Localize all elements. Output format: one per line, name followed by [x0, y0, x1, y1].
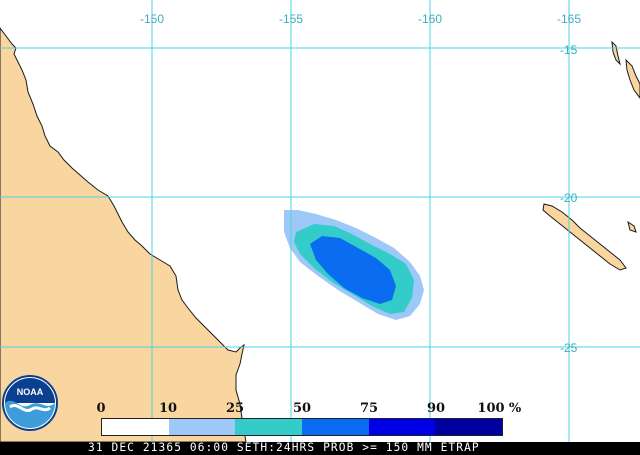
noaa-logo-text: NOAA	[17, 387, 44, 397]
legend-tick: 50	[292, 401, 312, 416]
footer-caption: 31 DEC 21365 06:00 SETH:24HRS PROB >= 15…	[88, 441, 480, 454]
loyalty-island	[627, 220, 637, 233]
longitude-label: -165	[556, 12, 582, 26]
longitude-label: -155	[278, 12, 304, 26]
longitude-label: -160	[417, 12, 443, 26]
legend-tick: 10	[158, 401, 178, 416]
australia-landmass	[0, 27, 247, 443]
legend-tick: 75	[359, 401, 379, 416]
latitude-label: -25	[560, 341, 578, 355]
legend-tick: 25	[225, 401, 245, 416]
longitude-label: -150	[139, 12, 165, 26]
legend-tick-labels: 0 10 25 50 75 90 100 %	[0, 401, 640, 417]
prob-area-50-75	[310, 236, 396, 304]
legend-swatch	[235, 419, 302, 435]
noaa-logo: NOAA	[2, 375, 58, 431]
legend-swatch	[168, 419, 236, 435]
legend-swatch	[102, 419, 169, 435]
legend-tick: 100	[477, 401, 505, 416]
legend-swatch	[368, 419, 436, 435]
latitude-label: -20	[560, 191, 578, 205]
legend-unit: %	[508, 401, 522, 416]
graticule	[0, 0, 640, 442]
legend-swatch	[301, 419, 369, 435]
legend-swatch	[435, 419, 502, 435]
legend-color-bar	[101, 418, 503, 436]
legend-tick: 0	[96, 401, 106, 416]
legend-tick: 90	[426, 401, 446, 416]
new-caledonia-island	[542, 203, 627, 271]
latitude-label: -15	[560, 43, 578, 57]
footer-bar: 31 DEC 21365 06:00 SETH:24HRS PROB >= 15…	[0, 441, 640, 455]
vanuatu-islands-2	[625, 58, 640, 99]
